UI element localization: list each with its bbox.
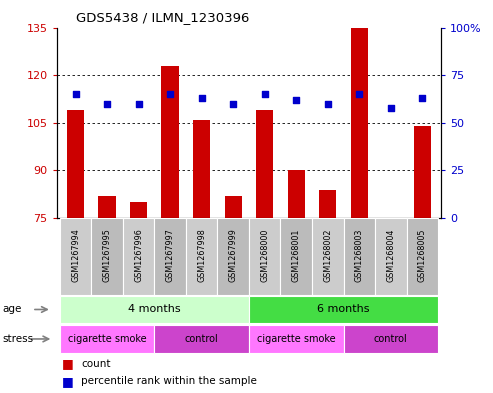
Text: GSM1267997: GSM1267997 [166, 228, 175, 282]
Bar [319, 189, 336, 218]
Bar [186, 218, 217, 295]
Text: GSM1267998: GSM1267998 [197, 228, 206, 282]
Bar [256, 110, 274, 218]
Point [198, 95, 206, 101]
Text: stress: stress [2, 334, 34, 344]
Text: control: control [374, 334, 408, 344]
Text: GSM1267995: GSM1267995 [103, 228, 111, 282]
Bar [91, 218, 123, 295]
Point [103, 101, 111, 107]
Bar [193, 119, 211, 218]
Text: age: age [2, 305, 22, 314]
Bar [407, 218, 438, 295]
Text: 4 months: 4 months [128, 305, 181, 314]
Point [261, 91, 269, 97]
Text: count: count [81, 358, 111, 369]
Bar [312, 218, 344, 295]
Point [355, 91, 363, 97]
Bar [249, 296, 438, 323]
Point [71, 91, 79, 97]
Bar [351, 28, 368, 218]
Bar [162, 66, 179, 218]
Bar [154, 325, 249, 353]
Bar [375, 218, 407, 295]
Bar [60, 325, 154, 353]
Text: 6 months: 6 months [317, 305, 370, 314]
Text: GDS5438 / ILMN_1230396: GDS5438 / ILMN_1230396 [76, 11, 249, 24]
Bar [344, 218, 375, 295]
Text: GSM1268000: GSM1268000 [260, 228, 269, 282]
Text: control: control [185, 334, 218, 344]
Bar [217, 218, 249, 295]
Point [324, 101, 332, 107]
Bar [249, 218, 281, 295]
Text: cigarette smoke: cigarette smoke [257, 334, 336, 344]
Text: GSM1268005: GSM1268005 [418, 228, 427, 282]
Bar [130, 202, 147, 218]
Point [229, 101, 237, 107]
Bar [344, 325, 438, 353]
Bar [99, 196, 116, 218]
Text: GSM1268002: GSM1268002 [323, 228, 332, 282]
Text: GSM1267999: GSM1267999 [229, 228, 238, 282]
Text: ■: ■ [62, 357, 73, 370]
Bar [60, 296, 249, 323]
Bar [60, 218, 91, 295]
Text: ■: ■ [62, 375, 73, 388]
Bar [67, 110, 84, 218]
Text: cigarette smoke: cigarette smoke [68, 334, 146, 344]
Bar [287, 171, 305, 218]
Bar [224, 196, 242, 218]
Text: GSM1268001: GSM1268001 [292, 228, 301, 282]
Text: GSM1267996: GSM1267996 [134, 228, 143, 282]
Point [292, 97, 300, 103]
Text: GSM1267994: GSM1267994 [71, 228, 80, 282]
Bar [123, 218, 154, 295]
Bar [281, 218, 312, 295]
Point [387, 105, 395, 111]
Point [419, 95, 426, 101]
Text: GSM1268003: GSM1268003 [355, 228, 364, 282]
Point [135, 101, 142, 107]
Text: percentile rank within the sample: percentile rank within the sample [81, 376, 257, 386]
Bar [414, 126, 431, 218]
Text: GSM1268004: GSM1268004 [387, 228, 395, 282]
Point [166, 91, 174, 97]
Bar [249, 325, 344, 353]
Bar [154, 218, 186, 295]
